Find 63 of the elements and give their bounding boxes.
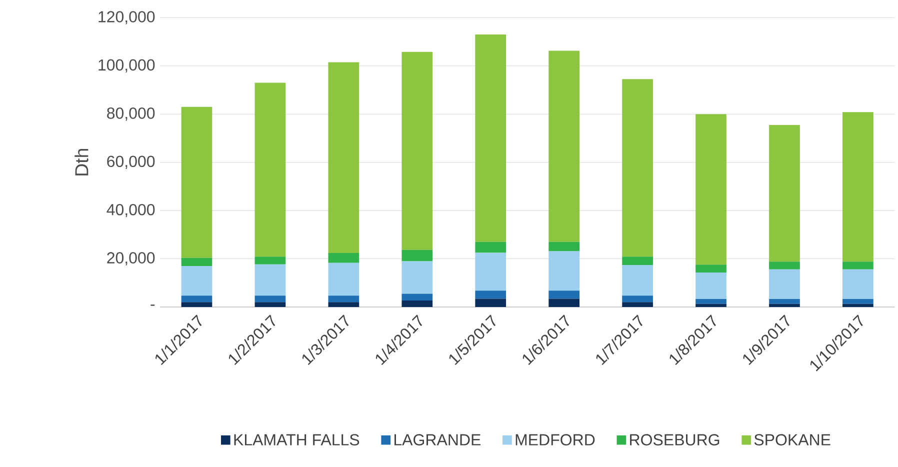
bar xyxy=(548,242,580,252)
bar xyxy=(328,253,360,263)
bar xyxy=(328,302,360,308)
legend-label: KLAMATH FALLS xyxy=(234,434,360,446)
bar xyxy=(548,290,580,299)
bar xyxy=(475,34,506,242)
bar xyxy=(622,296,653,302)
bar xyxy=(475,298,506,308)
bar xyxy=(696,114,726,265)
bar xyxy=(475,242,506,253)
y-axis-title: Dth xyxy=(74,149,88,176)
bar xyxy=(622,256,653,266)
bar xyxy=(328,62,360,253)
legend-label: ROSEBURG xyxy=(630,434,720,446)
bar xyxy=(622,79,653,257)
bar xyxy=(622,302,653,308)
bar xyxy=(254,264,286,296)
bar xyxy=(622,265,653,296)
bar xyxy=(769,262,800,270)
bar xyxy=(769,269,800,300)
bar xyxy=(328,262,360,296)
bar xyxy=(475,290,506,299)
bar xyxy=(181,296,212,302)
bar xyxy=(548,298,580,308)
y-tick-label: 100,000 xyxy=(98,59,155,73)
bar xyxy=(402,52,433,250)
bar xyxy=(842,262,874,270)
bar xyxy=(842,304,874,308)
bar xyxy=(696,264,726,273)
bar xyxy=(181,302,212,308)
bar xyxy=(842,299,874,304)
bar xyxy=(769,124,800,262)
bar xyxy=(402,300,433,308)
bar xyxy=(475,252,506,291)
bar xyxy=(769,304,800,308)
bar xyxy=(254,256,286,264)
legend-label: LAGRANDE xyxy=(394,434,480,446)
bar xyxy=(181,258,212,266)
bar xyxy=(181,106,212,258)
bar xyxy=(769,299,800,304)
legend-label: SPOKANE xyxy=(754,434,830,446)
bar xyxy=(696,304,726,308)
bar xyxy=(402,261,433,294)
bar xyxy=(328,296,360,302)
y-tick-label: - xyxy=(150,304,155,306)
y-tick-label: 20,000 xyxy=(107,252,155,266)
y-tick-label: 40,000 xyxy=(106,204,155,218)
legend-label: MEDFORD xyxy=(516,434,595,446)
bar xyxy=(842,269,874,300)
bar xyxy=(254,296,286,302)
bar xyxy=(254,302,286,308)
bar xyxy=(254,82,286,257)
bar xyxy=(548,251,580,291)
y-tick-label: 120,000 xyxy=(98,11,155,24)
y-tick-label: 60,000 xyxy=(107,156,155,169)
bar xyxy=(842,112,874,262)
bar xyxy=(548,50,580,242)
y-tick-label: 80,000 xyxy=(107,108,155,121)
bar xyxy=(696,299,726,304)
bar xyxy=(181,266,212,296)
bar xyxy=(696,272,726,300)
bar xyxy=(402,294,433,300)
bar xyxy=(402,250,433,262)
